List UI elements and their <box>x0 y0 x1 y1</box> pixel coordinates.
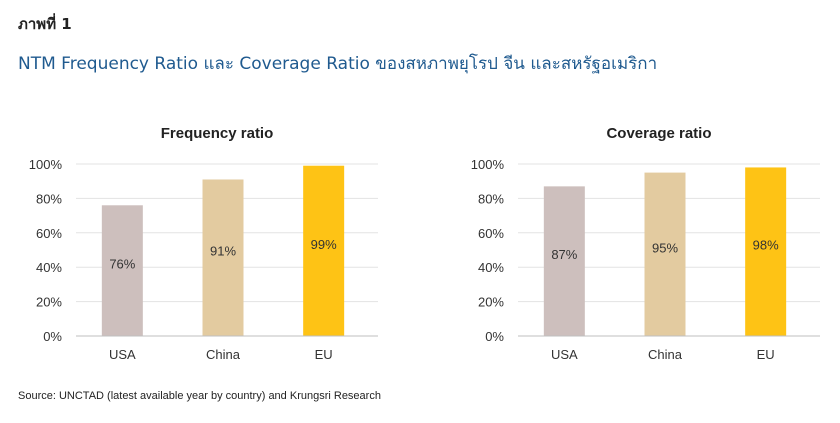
data-label: 76% <box>109 257 135 272</box>
y-tick-label: 20% <box>478 295 504 310</box>
bar-china <box>644 172 686 336</box>
source-note: Source: UNCTAD (latest available year by… <box>18 390 381 402</box>
data-label: 91% <box>210 244 236 259</box>
x-category-label: USA <box>551 347 578 362</box>
y-tick-label: 80% <box>36 191 62 206</box>
data-label: 98% <box>753 238 779 253</box>
coverage-ratio-chart: Coverage ratio 0% 20% 40% 60% 80% 100% 87% USA 95… <box>462 118 822 378</box>
data-label: 87% <box>551 247 577 262</box>
bar-china <box>202 179 244 336</box>
frequency-ratio-chart: Frequency ratio 0% 20% 40% 60% 80% 100% 76% USA 9… <box>20 118 380 378</box>
figure-title: NTM Frequency Ratio และ Coverage Ratio ข… <box>18 54 658 74</box>
y-tick-label: 100% <box>471 157 505 172</box>
y-tick-label: 0% <box>485 329 504 344</box>
coverage-ratio-svg: Coverage ratio 0% 20% 40% 60% 80% 100% 87% USA 95… <box>471 125 820 362</box>
y-tick-label: 60% <box>478 226 504 241</box>
bar-usa <box>543 186 585 336</box>
bar-eu <box>745 167 787 336</box>
bar-eu <box>303 165 345 336</box>
x-category-label: EU <box>315 347 333 362</box>
y-tick-label: 80% <box>478 191 504 206</box>
chart-title: Coverage ratio <box>606 125 711 142</box>
x-category-label: EU <box>757 347 775 362</box>
data-label: 99% <box>311 237 337 252</box>
data-label: 95% <box>652 240 678 255</box>
y-tick-label: 60% <box>36 226 62 241</box>
x-category-label: USA <box>109 347 136 362</box>
figure-label: ภาพที่ 1 <box>18 15 72 33</box>
y-tick-label: 20% <box>36 295 62 310</box>
y-tick-label: 40% <box>36 260 62 275</box>
x-category-label: China <box>206 347 241 362</box>
y-tick-label: 100% <box>29 157 63 172</box>
chart-title: Frequency ratio <box>161 125 274 142</box>
x-category-label: China <box>648 347 683 362</box>
y-tick-label: 40% <box>478 260 504 275</box>
frequency-ratio-svg: Frequency ratio 0% 20% 40% 60% 80% 100% 76% USA 9… <box>29 125 378 362</box>
bar-usa <box>101 205 143 336</box>
y-tick-label: 0% <box>43 329 62 344</box>
